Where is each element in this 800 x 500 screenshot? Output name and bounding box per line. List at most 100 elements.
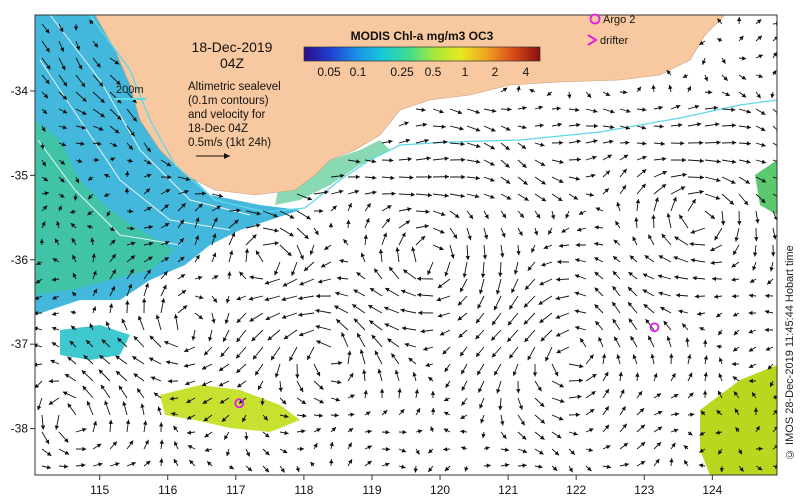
velocity-arrow-head: [91, 253, 96, 258]
velocity-arrow-head: [335, 397, 341, 402]
velocity-arrow-head: [281, 314, 287, 319]
velocity-arrow-head: [248, 296, 254, 301]
velocity-arrow-head: [718, 373, 723, 378]
velocity-arrow-head: [752, 252, 758, 257]
velocity-arrow-head: [486, 463, 491, 468]
velocity-arrow-head: [605, 91, 611, 96]
velocity-arrow-head: [256, 211, 261, 216]
scale-arrow-icon: [196, 153, 230, 159]
velocity-arrow-head: [475, 109, 480, 114]
velocity-arrow-head: [218, 366, 224, 371]
velocity-arrow-head: [731, 263, 737, 268]
velocity-arrow-head: [732, 140, 737, 145]
velocity-arrow-head: [93, 288, 97, 294]
velocity-arrow-head: [239, 271, 244, 277]
velocity-arrow-head: [601, 353, 607, 359]
velocity-arrow-head: [129, 268, 134, 274]
velocity-arrow-head: [41, 221, 46, 226]
velocity-arrow-head: [634, 217, 639, 222]
velocity-arrow-head: [774, 464, 777, 469]
velocity-arrow-head: [720, 221, 726, 226]
velocity-arrow-head: [98, 369, 104, 375]
velocity-arrow-head: [62, 81, 68, 87]
velocity-arrow-head: [148, 241, 154, 247]
velocity-arrow-head: [164, 204, 169, 209]
velocity-arrow-head: [242, 417, 247, 423]
velocity-arrow-head: [673, 256, 678, 261]
description-line: and velocity for: [188, 109, 266, 121]
velocity-arrow-head: [163, 271, 168, 276]
velocity-arrow-head: [51, 277, 57, 282]
velocity-arrow-head: [301, 429, 306, 434]
velocity-arrow-head: [467, 235, 472, 241]
velocity-arrow-head: [671, 442, 676, 448]
velocity-arrow-head: [605, 170, 611, 175]
velocity-arrow-head: [187, 415, 192, 420]
velocity-arrow-head: [748, 347, 754, 352]
velocity-arrow-head: [536, 213, 541, 219]
velocity-arrow-head: [365, 218, 370, 223]
velocity-arrow-head: [739, 467, 744, 472]
velocity-arrow-head: [179, 256, 185, 262]
velocity-arrow-head: [772, 52, 777, 57]
velocity-arrow-head: [492, 352, 497, 358]
velocity-arrow-head: [35, 343, 38, 348]
velocity-arrow-head: [111, 269, 116, 275]
velocity-arrow-head: [369, 320, 374, 325]
velocity-arrow-head: [146, 269, 151, 275]
velocity-arrow-head: [87, 210, 92, 216]
velocity-arrow-head: [490, 177, 495, 182]
velocity-arrow-head: [475, 127, 481, 132]
velocity-arrow-head: [699, 448, 704, 453]
velocity-arrow-head: [252, 234, 257, 239]
velocity-arrow-head: [274, 270, 279, 276]
velocity-arrow-head: [606, 464, 612, 469]
velocity-arrow-head: [324, 245, 329, 250]
velocity-arrow-head: [678, 309, 683, 314]
velocity-arrow-head: [682, 323, 687, 328]
velocity-arrow-head: [422, 122, 428, 127]
velocity-arrow-head: [502, 434, 507, 439]
velocity-arrow-head: [367, 445, 372, 450]
velocity-arrow-head: [659, 124, 664, 129]
velocity-arrow-head: [539, 450, 544, 455]
velocity-arrow-head: [298, 295, 303, 301]
velocity-arrow-head: [731, 123, 736, 128]
velocity-arrow-head: [516, 389, 521, 394]
velocity-arrow-head: [131, 461, 136, 467]
velocity-arrow-head: [575, 176, 581, 181]
velocity-arrow-head: [341, 332, 346, 337]
velocity-arrow-head: [592, 155, 597, 160]
velocity-arrow-head: [409, 175, 414, 180]
velocity-arrow-head: [334, 413, 339, 418]
velocity-arrow-head: [391, 353, 396, 358]
velocity-arrow-head: [741, 75, 747, 80]
velocity-arrow-head: [372, 175, 377, 180]
velocity-arrow-head: [541, 197, 547, 202]
velocity-arrow-head: [337, 379, 342, 385]
velocity-arrow-head: [443, 447, 448, 452]
velocity-arrow-head: [731, 277, 736, 282]
velocity-arrow-head: [559, 398, 565, 403]
velocity-arrow-head: [439, 331, 445, 336]
lat-tick-label: -36: [11, 253, 29, 267]
velocity-arrow-head: [658, 291, 663, 296]
velocity-arrow-head: [627, 286, 633, 292]
velocity-arrow-head: [524, 196, 529, 201]
velocity-arrow-head: [753, 407, 759, 412]
velocity-arrow-head: [492, 320, 497, 326]
velocity-arrow-head: [436, 297, 442, 302]
velocity-arrow-head: [385, 430, 390, 435]
velocity-arrow-head: [574, 291, 580, 296]
velocity-arrow-head: [716, 344, 721, 349]
velocity-arrow-head: [604, 406, 609, 411]
velocity-arrow-head: [700, 410, 706, 416]
velocity-arrow-head: [479, 404, 484, 409]
velocity-arrow-head: [594, 241, 599, 247]
velocity-arrow-head: [86, 340, 91, 345]
velocity-arrow-head: [100, 384, 105, 390]
velocity-arrow-head: [731, 159, 737, 164]
velocity-arrow-head: [666, 336, 671, 341]
velocity-arrow-head: [167, 174, 172, 180]
